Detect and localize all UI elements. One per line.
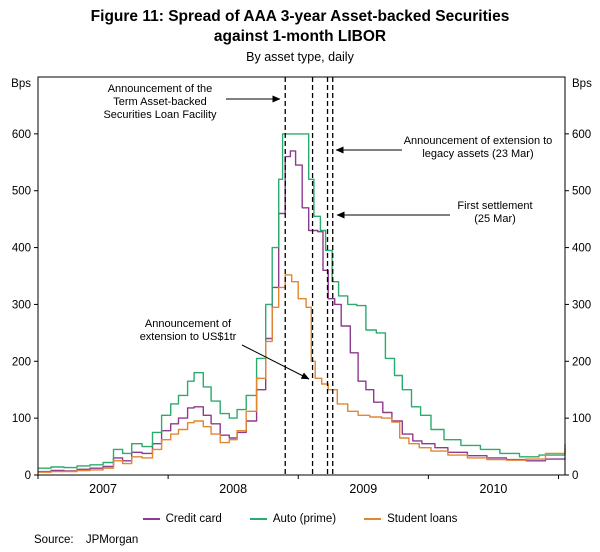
annotation-arrow bbox=[241, 344, 310, 380]
y-tick-label: 400 bbox=[572, 243, 591, 255]
legend-swatch-credit-card bbox=[142, 518, 160, 520]
plot-border bbox=[37, 76, 566, 476]
annotation-text: Announcement of extension to bbox=[404, 135, 553, 147]
annotation-text: Term Asset-backed bbox=[113, 96, 207, 108]
y-tick-label: 500 bbox=[12, 186, 31, 198]
legend-item-auto-prime: Auto (prime) bbox=[249, 513, 337, 525]
figure-title-line2: against 1-month LIBOR bbox=[213, 28, 387, 45]
annotation-text: Securities Loan Facility bbox=[103, 109, 217, 121]
chart-legend: Credit card Auto (prime) Student loans bbox=[0, 511, 600, 527]
series-line-student-loans bbox=[38, 274, 566, 473]
y-tick-label: 100 bbox=[12, 413, 31, 425]
y-tick-label: 300 bbox=[572, 299, 591, 311]
legend-item-student-loans: Student loans bbox=[364, 513, 457, 525]
annotation-text: (25 Mar) bbox=[474, 213, 516, 225]
y-tick-label: 0 bbox=[25, 470, 31, 482]
legend-swatch-student-loans bbox=[364, 518, 382, 520]
series-line-auto-prime bbox=[38, 133, 566, 469]
legend-swatch-auto-prime bbox=[249, 518, 267, 520]
x-tick-label: 2007 bbox=[89, 482, 117, 496]
y-tick-label: 200 bbox=[12, 356, 31, 368]
x-tick-label: 2009 bbox=[349, 482, 377, 496]
source-value: JPMorgan bbox=[85, 534, 139, 546]
y-tick-label: 300 bbox=[12, 299, 31, 311]
series-line-credit-card bbox=[38, 150, 566, 473]
annotation-text: Announcement of bbox=[145, 318, 232, 330]
source-note: Source: JPMorgan bbox=[34, 534, 600, 546]
legend-label-student-loans: Student loans bbox=[387, 513, 458, 525]
y-tick-label: 0 bbox=[572, 470, 578, 482]
x-tick-label: 2008 bbox=[219, 482, 247, 496]
legend-label-credit-card: Credit card bbox=[165, 513, 222, 525]
annotation-text: legacy assets (23 Mar) bbox=[422, 148, 533, 160]
y-tick-label: 600 bbox=[572, 129, 591, 141]
y-axis-unit-label: Bps bbox=[572, 78, 592, 90]
y-axis-unit-label: Bps bbox=[11, 78, 31, 90]
y-tick-label: 600 bbox=[12, 129, 31, 141]
legend-item-credit-card: Credit card bbox=[142, 513, 222, 525]
x-tick-label: 2010 bbox=[480, 482, 508, 496]
annotation-text: First settlement bbox=[457, 200, 532, 212]
y-tick-label: 200 bbox=[572, 356, 591, 368]
legend-label-auto-prime: Auto (prime) bbox=[272, 513, 337, 525]
annotation-text: extension to US$1tr bbox=[140, 331, 237, 343]
y-tick-label: 100 bbox=[572, 413, 591, 425]
annotation-text: Announcement of the bbox=[108, 83, 213, 95]
figure-title-line1: Figure 11: Spread of AAA 3-year Asset-ba… bbox=[90, 8, 510, 25]
y-tick-label: 500 bbox=[572, 186, 591, 198]
y-tick-label: 400 bbox=[12, 243, 31, 255]
figure-subtitle: By asset type, daily bbox=[246, 50, 354, 64]
source-label: Source: bbox=[34, 534, 74, 546]
spread-chart: 0 0 100 100 200 200 300 300 400 400 500 500 600 600 Bp… bbox=[11, 76, 592, 496]
